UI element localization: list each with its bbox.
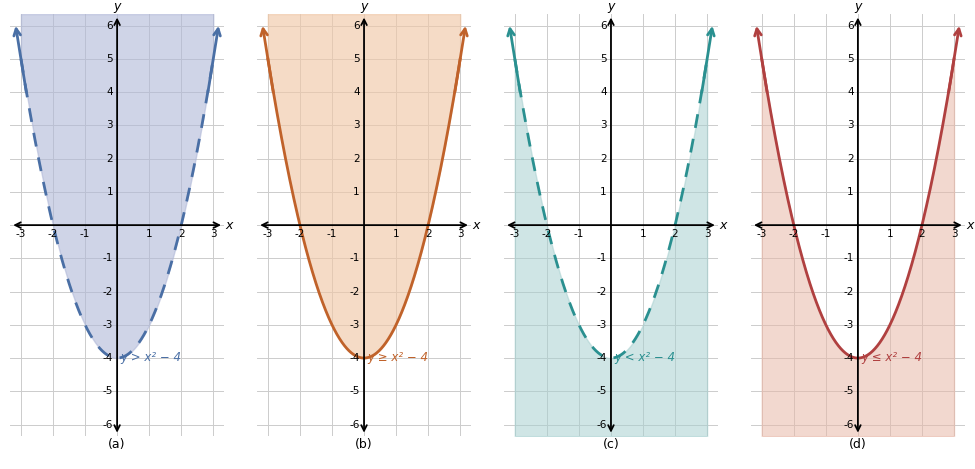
Text: 3: 3 <box>210 229 216 240</box>
Text: 3: 3 <box>951 229 957 240</box>
Text: -4: -4 <box>597 353 606 363</box>
Text: 2: 2 <box>425 229 432 240</box>
Text: 3: 3 <box>704 229 711 240</box>
Text: -1: -1 <box>80 229 91 240</box>
Text: -3: -3 <box>349 320 360 330</box>
Text: -1: -1 <box>327 229 337 240</box>
Text: y < x² − 4: y < x² − 4 <box>614 351 675 364</box>
Text: -2: -2 <box>542 229 552 240</box>
Text: -2: -2 <box>48 229 58 240</box>
Text: x: x <box>966 219 973 232</box>
Text: -1: -1 <box>102 253 113 264</box>
Text: -1: -1 <box>821 229 831 240</box>
Text: 1: 1 <box>146 229 152 240</box>
Text: y: y <box>607 0 614 14</box>
Text: y: y <box>361 0 368 14</box>
Text: 6: 6 <box>847 21 854 30</box>
Text: -4: -4 <box>102 353 113 363</box>
Text: -6: -6 <box>843 420 854 430</box>
Text: 2: 2 <box>353 154 360 164</box>
Text: 4: 4 <box>847 87 854 97</box>
Text: x: x <box>472 219 480 232</box>
Text: -2: -2 <box>843 287 854 296</box>
Text: y: y <box>854 0 862 14</box>
Text: 6: 6 <box>353 21 360 30</box>
Text: y ≤ x² − 4: y ≤ x² − 4 <box>861 351 922 364</box>
Text: 2: 2 <box>918 229 925 240</box>
Text: 2: 2 <box>847 154 854 164</box>
Text: -5: -5 <box>843 386 854 396</box>
Text: -3: -3 <box>102 320 113 330</box>
Text: -6: -6 <box>349 420 360 430</box>
Text: -3: -3 <box>262 229 273 240</box>
Text: -4: -4 <box>843 353 854 363</box>
Text: 1: 1 <box>601 187 606 197</box>
Text: 2: 2 <box>106 154 113 164</box>
Text: -2: -2 <box>102 287 113 296</box>
Text: 4: 4 <box>106 87 113 97</box>
Text: 2: 2 <box>672 229 679 240</box>
Text: 4: 4 <box>353 87 360 97</box>
Text: -5: -5 <box>597 386 606 396</box>
Text: 1: 1 <box>640 229 646 240</box>
Text: x: x <box>719 219 726 232</box>
Text: y > x² − 4: y > x² − 4 <box>120 351 181 364</box>
Text: 3: 3 <box>353 121 360 130</box>
Text: 5: 5 <box>106 54 113 64</box>
Text: 3: 3 <box>106 121 113 130</box>
Text: (b): (b) <box>355 438 372 451</box>
Text: -1: -1 <box>597 253 606 264</box>
Text: -1: -1 <box>349 253 360 264</box>
Text: (d): (d) <box>849 438 867 451</box>
Text: -1: -1 <box>843 253 854 264</box>
Text: 1: 1 <box>886 229 893 240</box>
Text: 1: 1 <box>353 187 360 197</box>
Text: x: x <box>225 219 232 232</box>
Text: -5: -5 <box>102 386 113 396</box>
Text: 1: 1 <box>393 229 400 240</box>
Text: 3: 3 <box>457 229 463 240</box>
Text: -5: -5 <box>349 386 360 396</box>
Text: 1: 1 <box>847 187 854 197</box>
Text: 3: 3 <box>601 121 606 130</box>
Text: -6: -6 <box>597 420 606 430</box>
Text: -2: -2 <box>349 287 360 296</box>
Text: 5: 5 <box>847 54 854 64</box>
Text: 2: 2 <box>177 229 184 240</box>
Text: -6: -6 <box>102 420 113 430</box>
Text: -4: -4 <box>349 353 360 363</box>
Text: 5: 5 <box>601 54 606 64</box>
Text: 3: 3 <box>847 121 854 130</box>
Text: -2: -2 <box>597 287 606 296</box>
Text: y: y <box>113 0 121 14</box>
Text: 4: 4 <box>601 87 606 97</box>
Text: -3: -3 <box>757 229 767 240</box>
Text: -3: -3 <box>510 229 520 240</box>
Text: -1: -1 <box>573 229 584 240</box>
Text: -3: -3 <box>597 320 606 330</box>
Text: 1: 1 <box>106 187 113 197</box>
Text: -3: -3 <box>16 229 26 240</box>
Text: 5: 5 <box>353 54 360 64</box>
Text: -2: -2 <box>294 229 305 240</box>
Text: y ≥ x² − 4: y ≥ x² − 4 <box>368 351 428 364</box>
Text: -2: -2 <box>789 229 799 240</box>
Text: 2: 2 <box>601 154 606 164</box>
Text: (c): (c) <box>603 438 619 451</box>
Text: 6: 6 <box>106 21 113 30</box>
Text: -3: -3 <box>843 320 854 330</box>
Text: 6: 6 <box>601 21 606 30</box>
Text: (a): (a) <box>108 438 126 451</box>
